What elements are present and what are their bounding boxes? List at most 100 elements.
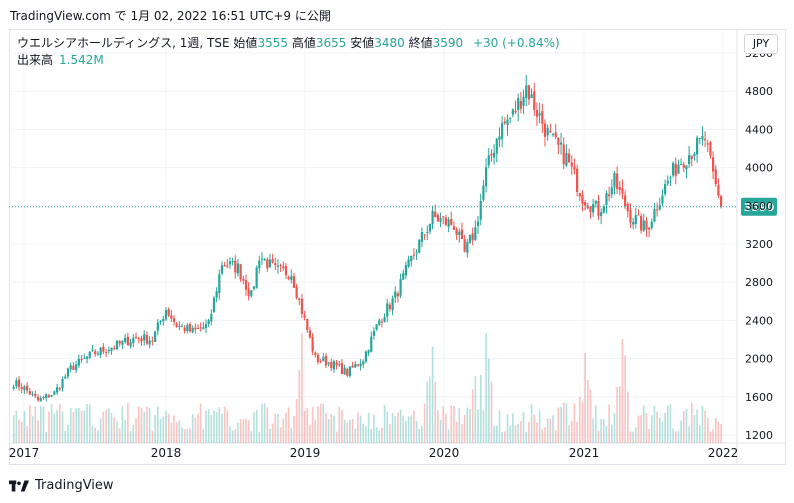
candle-body (255, 267, 258, 288)
candle-body (306, 319, 309, 331)
candle-body (290, 276, 293, 280)
candle-body (570, 162, 573, 167)
volume-bar (306, 408, 309, 443)
candle-body (282, 266, 285, 269)
x-tick-label: 2018 (151, 446, 182, 460)
volume-bar (405, 420, 407, 443)
footer-brand[interactable]: TradingView (35, 478, 114, 493)
candle-body (175, 323, 178, 328)
candle-body (47, 395, 50, 398)
candle-body (324, 356, 328, 366)
volume-bar (407, 416, 410, 443)
volume-bar (83, 410, 86, 443)
candle-body (672, 163, 675, 176)
volume-bar (343, 419, 346, 443)
volume-bar (102, 411, 105, 443)
candle-body (85, 356, 89, 359)
candle-body (517, 98, 520, 111)
candle-body (61, 379, 64, 389)
candle-body (541, 111, 544, 124)
y-tick-label: 4400 (745, 123, 773, 136)
price-chart[interactable]: 3590 1200 1600 2000 2400 2800 3200 3600 4000 4400… (9, 29, 786, 465)
volume-bar (250, 431, 253, 443)
volume-bar (135, 418, 137, 443)
candle-body (546, 127, 549, 136)
volume-bar (12, 415, 15, 443)
candle-body (17, 379, 21, 388)
volume-bar (325, 412, 327, 443)
volume-bar (455, 421, 458, 443)
candle-body (706, 143, 709, 145)
candle-body (167, 309, 170, 316)
candle-body (115, 340, 119, 350)
candle-body (629, 210, 632, 223)
volume-bar (31, 416, 34, 443)
candle-body (605, 193, 608, 205)
volume-bar (447, 429, 450, 443)
volume-bar (487, 358, 490, 443)
volume-bar (597, 430, 600, 443)
volume-bar (97, 430, 99, 443)
volume-bar (573, 403, 576, 443)
volume-bar (410, 415, 413, 443)
volume-bar (197, 413, 199, 443)
volume-bar (287, 407, 290, 443)
volume-bar (88, 404, 91, 443)
volume-bar (397, 412, 399, 443)
volume-bar (210, 414, 213, 443)
candle-body (271, 259, 274, 263)
volume-bar (154, 415, 156, 443)
volume-bar (86, 403, 88, 443)
candle-body (83, 357, 86, 359)
volume-bar (698, 425, 701, 443)
volume-bar (677, 430, 680, 443)
candle-body (335, 362, 338, 366)
volume-bar (354, 428, 357, 443)
candle-body (274, 263, 277, 266)
currency-button[interactable]: JPY (744, 34, 778, 54)
candle-body (589, 206, 592, 212)
volume-bar (485, 333, 487, 443)
volume-bar (557, 407, 560, 443)
volume-bar (504, 431, 506, 443)
candle-body (610, 187, 613, 195)
volume-bar (202, 428, 205, 443)
candle-body (388, 304, 392, 310)
y-tick-label: 1200 (745, 429, 773, 442)
symbol-label[interactable]: ウエルシアホールディングス, 1週, TSE (17, 36, 230, 50)
candle-body (682, 164, 685, 168)
volume-bar (194, 417, 197, 443)
volume-bar (72, 411, 75, 443)
volume-bar (322, 403, 325, 443)
candle-body (143, 334, 146, 341)
candle-body (77, 358, 80, 366)
volume-bar (693, 415, 696, 443)
candle-body (132, 338, 135, 344)
volume-bar (562, 402, 565, 443)
volume-bar (183, 429, 186, 443)
candle-body (677, 164, 680, 174)
candle-body (359, 363, 362, 367)
volume-bar (618, 386, 621, 443)
volume-bar (426, 381, 429, 443)
volume-bar (223, 406, 226, 443)
open-label: 始値 (233, 36, 258, 50)
volume-bar (53, 413, 56, 443)
tradingview-logo-icon (9, 480, 29, 491)
candle-body (426, 231, 429, 233)
candle-body (330, 361, 333, 369)
candle-body (228, 261, 232, 265)
volume-bar (226, 410, 229, 443)
volume-bar (327, 419, 330, 443)
candle-body (458, 231, 461, 235)
candle-body (45, 394, 48, 398)
candle-body (12, 386, 15, 389)
volume-bar (389, 423, 391, 443)
volume-bar (330, 414, 333, 443)
y-tick-label: 4800 (745, 85, 773, 98)
candle-body (69, 365, 72, 370)
volume-bar (338, 406, 341, 443)
candle-body (511, 109, 514, 115)
volume-bar (34, 406, 37, 443)
candle-body (383, 317, 386, 322)
